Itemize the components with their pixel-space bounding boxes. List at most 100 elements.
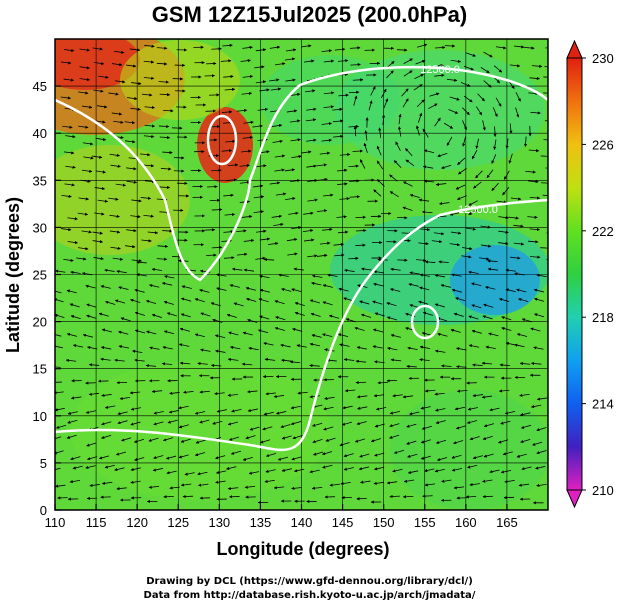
streamline-arrow	[471, 329, 482, 334]
streamline-arrow	[462, 107, 470, 116]
streamline-arrow	[274, 326, 285, 331]
streamline-arrow	[435, 420, 446, 425]
streamline-arrow	[143, 60, 155, 64]
streamline-arrow	[449, 243, 461, 247]
streamline-arrow	[246, 297, 257, 302]
streamline-arrow	[227, 357, 239, 362]
streamline-arrow	[244, 485, 256, 489]
streamline-arrow	[180, 483, 192, 487]
streamline-arrow	[60, 61, 72, 65]
streamline-arrow	[536, 397, 548, 401]
streamline-arrow	[228, 331, 239, 336]
streamline-arrow	[293, 468, 305, 473]
streamline-arrow	[472, 455, 483, 460]
streamline-arrow	[513, 224, 524, 228]
streamline-arrow	[85, 410, 97, 414]
y-tick-label: 15	[33, 362, 47, 377]
streamline-arrow	[212, 420, 223, 425]
streamline-arrow	[392, 394, 403, 398]
streamline-arrow	[289, 179, 301, 183]
streamline-arrow	[255, 48, 267, 52]
streamline-arrow	[469, 483, 480, 487]
streamline-arrow	[126, 167, 137, 171]
streamline-arrow	[92, 240, 104, 244]
streamline-arrow	[438, 260, 449, 264]
streamline-arrow	[498, 241, 509, 246]
streamline-arrow	[472, 393, 484, 398]
streamline-arrow	[424, 468, 435, 473]
streamline-arrow	[456, 195, 467, 200]
streamline-arrow	[489, 469, 500, 474]
streamline-arrow	[108, 197, 119, 201]
streamline-arrow	[457, 157, 466, 165]
streamline-arrow	[322, 464, 333, 469]
streamline-arrow	[475, 106, 483, 116]
streamline-arrow	[60, 96, 72, 100]
streamline-arrow	[440, 284, 451, 288]
streamline-arrow	[431, 239, 443, 244]
streamline-arrow	[94, 186, 106, 191]
streamline-arrow	[214, 391, 225, 396]
streamline-arrow	[356, 346, 368, 350]
streamline-arrow	[416, 99, 425, 108]
streamline-arrow	[242, 135, 254, 140]
streamline-arrow	[143, 164, 155, 168]
x-tick-label: 125	[167, 515, 189, 530]
streamline-arrow	[437, 332, 448, 337]
streamline-arrow	[460, 81, 471, 87]
contour-line-south	[55, 198, 548, 452]
streamline-arrow	[422, 128, 429, 138]
streamline-arrow	[81, 272, 93, 276]
streamline-arrow	[221, 148, 233, 153]
streamline-arrow	[78, 197, 90, 201]
streamline-arrow	[248, 346, 259, 351]
streamline-arrow	[296, 344, 307, 348]
streamline-arrow	[422, 165, 434, 169]
streamline-arrow	[451, 273, 462, 277]
streamline-arrow	[418, 242, 429, 246]
x-tick-label: 110	[45, 515, 66, 530]
contour-line-north	[55, 65, 548, 282]
streamline-arrow	[524, 46, 535, 50]
streamline-arrow	[389, 423, 400, 428]
streamline-arrow	[280, 343, 291, 348]
streamline-arrow	[55, 484, 66, 488]
streamline-arrow	[132, 349, 143, 353]
streamline-arrow	[471, 149, 478, 160]
streamline-arrow	[482, 315, 493, 320]
streamline-arrow	[158, 80, 170, 84]
streamline-arrow	[338, 287, 349, 292]
streamline-arrow	[316, 163, 328, 167]
streamline-arrow	[435, 408, 446, 412]
streamline-arrow	[197, 471, 208, 476]
streamline-arrow	[291, 154, 302, 159]
streamline-arrow	[156, 257, 168, 261]
streamline-arrow	[359, 159, 366, 169]
streamline-arrow	[275, 316, 286, 321]
streamline-arrow	[319, 151, 331, 155]
streamline-arrow	[514, 272, 525, 276]
y-tick-label: 10	[33, 409, 47, 424]
streamline-arrow	[86, 303, 97, 308]
streamline-arrow	[321, 49, 333, 53]
streamline-arrow	[518, 483, 530, 487]
streamline-arrow	[392, 468, 403, 473]
streamline-arrow	[451, 454, 462, 459]
streamline-arrow	[117, 411, 128, 416]
colorbar-tick-label: 210	[592, 483, 614, 498]
streamline-arrow	[488, 332, 499, 337]
streamline-arrow	[341, 421, 353, 426]
streamline-arrow	[100, 285, 111, 289]
streamline-arrow	[115, 183, 127, 187]
streamline-arrow	[224, 256, 235, 260]
streamline-arrow	[493, 126, 497, 137]
streamline-arrow	[134, 329, 146, 334]
streamline-arrow	[455, 347, 467, 351]
streamline-arrow	[355, 215, 367, 219]
streamline-arrow	[337, 59, 349, 63]
streamline-arrow	[130, 421, 141, 426]
streamline-arrow	[514, 343, 525, 348]
streamline-arrow	[373, 466, 385, 471]
x-tick-label: 150	[373, 515, 395, 530]
streamline-arrow	[532, 441, 543, 446]
